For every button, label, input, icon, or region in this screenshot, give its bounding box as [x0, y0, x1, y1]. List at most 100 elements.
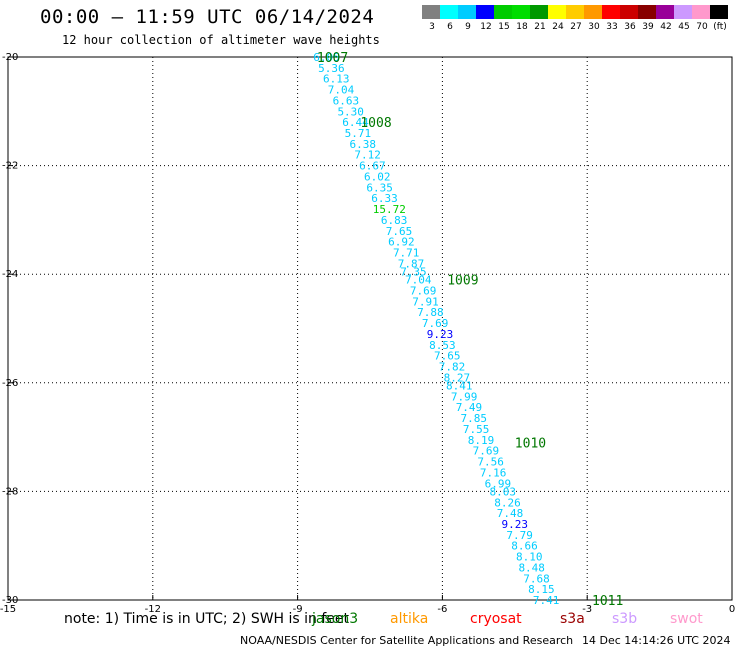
map-frame: [7, 56, 733, 601]
color-swatch: [530, 5, 548, 19]
color-swatch: [584, 5, 602, 19]
wave-height-value: 7.04: [405, 274, 432, 287]
wave-height-value: 6.99: [485, 477, 512, 490]
wave-height-value: 7.55: [463, 423, 490, 436]
color-scale-label: 21: [534, 22, 546, 32]
color-swatch: [602, 5, 620, 19]
color-swatch: [656, 5, 674, 19]
color-scale-label: 33: [606, 22, 618, 32]
wave-height-value: 7.82: [439, 361, 466, 374]
wave-height-value: 8.48: [518, 561, 545, 574]
page-title: 00:00 – 11:59 UTC 06/14/2024: [40, 6, 375, 28]
wave-height-value: 6.83: [381, 214, 408, 227]
color-scale-label: 18: [516, 22, 528, 32]
color-scale-label: 24: [552, 22, 564, 32]
wave-height-value: 8.66: [511, 540, 538, 553]
color-scale-label: 15: [498, 22, 510, 32]
wave-height-value: 6.92: [388, 236, 415, 249]
page-subtitle: 12 hour collection of altimeter wave hei…: [62, 33, 380, 47]
wave-height-value: 7.69: [410, 284, 437, 297]
wave-height-value: 6.35: [366, 181, 393, 194]
wave-height-value: 7.49: [456, 401, 483, 414]
legend-jason3: jason3: [312, 611, 359, 627]
color-swatch: [710, 5, 728, 19]
wave-height-value: 8.53: [429, 339, 456, 352]
color-scale-label: (ft): [713, 22, 727, 32]
color-scale-label: 27: [570, 22, 582, 32]
wave-height-value: 7.41: [533, 594, 560, 607]
wave-height-value: 7.87: [398, 257, 425, 270]
color-swatch: [440, 5, 458, 19]
color-swatch: [476, 5, 494, 19]
wave-height-value: 7.85: [461, 412, 488, 425]
color-swatch: [512, 5, 530, 19]
wave-height-value: 5.71: [345, 127, 372, 140]
color-scale-label: 3: [429, 22, 435, 32]
y-tick-label: -22: [2, 161, 18, 172]
wave-height-value: 6.05: [313, 51, 340, 64]
wave-height-value: 6.63: [333, 94, 360, 107]
wave-height-value: 5.30: [337, 105, 364, 118]
color-scale-label: 6: [447, 22, 453, 32]
wave-height-value: 8.41: [446, 380, 473, 393]
wave-height-value: 7.71: [393, 246, 420, 259]
wave-height-value: 6.02: [364, 170, 391, 183]
footnote: note: 1) Time is in UTC; 2) SWH is in fe…: [64, 611, 350, 627]
color-swatch: [674, 5, 692, 19]
timestamp-text: 14 Dec 14:14:26 UTC 2024: [582, 634, 731, 647]
color-scale-label: 36: [624, 22, 636, 32]
wave-height-value: 9.23: [427, 328, 454, 341]
wave-height-value: 6.67: [359, 160, 386, 173]
wave-height-value: 6.13: [323, 73, 350, 86]
wave-height-value: 9.23: [502, 518, 529, 531]
wave-height-value: 7.65: [386, 225, 413, 238]
legend-s3a: s3a: [560, 611, 585, 627]
legend-cryosat: cryosat: [470, 611, 522, 627]
wave-height-value: 7.69: [422, 317, 449, 330]
pressure-label: 1009: [447, 274, 478, 289]
color-swatch: [458, 5, 476, 19]
wave-height-value: 8.15: [528, 583, 555, 596]
color-scale-label: 39: [642, 22, 654, 32]
legend-s3b: s3b: [612, 611, 638, 627]
color-scale-label: 42: [660, 22, 672, 32]
color-scale-label: 45: [678, 22, 690, 32]
wave-height-value: 7.35: [400, 265, 427, 278]
credit-text: NOAA/NESDIS Center for Satellite Applica…: [240, 634, 574, 647]
color-scale-label: 70: [696, 22, 708, 32]
color-swatch: [638, 5, 656, 19]
wave-height-value: 7.12: [354, 149, 381, 162]
wave-height-value: 7.16: [480, 466, 507, 479]
wave-height-value: 5.36: [318, 62, 345, 75]
wave-height-value: 7.56: [477, 456, 504, 469]
wave-height-value: 7.68: [523, 572, 550, 585]
color-swatch: [620, 5, 638, 19]
x-tick-label: 0: [729, 604, 735, 615]
pressure-label: 1008: [360, 116, 391, 131]
wave-height-value: 7.69: [473, 445, 500, 458]
color-scale-label: 9: [465, 22, 471, 32]
y-tick-label: -26: [2, 378, 18, 389]
color-swatch: [548, 5, 566, 19]
wave-height-value: 15.72: [373, 203, 406, 216]
x-tick-label: -9: [293, 604, 303, 615]
wave-height-value: 8.26: [494, 496, 521, 509]
wave-height-value: 6.44: [342, 116, 369, 129]
color-swatch: [566, 5, 584, 19]
color-scale-label: 12: [480, 22, 492, 32]
y-tick-label: -28: [2, 486, 18, 497]
pressure-label: 1011: [592, 594, 623, 609]
y-tick-label: -30: [2, 595, 18, 606]
y-tick-label: -24: [2, 269, 18, 280]
wave-height-value: 7.65: [434, 350, 461, 363]
color-swatch: [422, 5, 440, 19]
wave-height-value: 6.38: [350, 138, 377, 151]
color-scale-label: 30: [588, 22, 600, 32]
legend-swot: swot: [670, 611, 703, 627]
wave-height-value: 6.33: [371, 192, 398, 205]
wave-height-value: 8.19: [468, 434, 495, 447]
wave-height-value: 7.04: [328, 84, 355, 97]
color-swatch: [494, 5, 512, 19]
wave-height-value: 7.48: [497, 507, 524, 520]
